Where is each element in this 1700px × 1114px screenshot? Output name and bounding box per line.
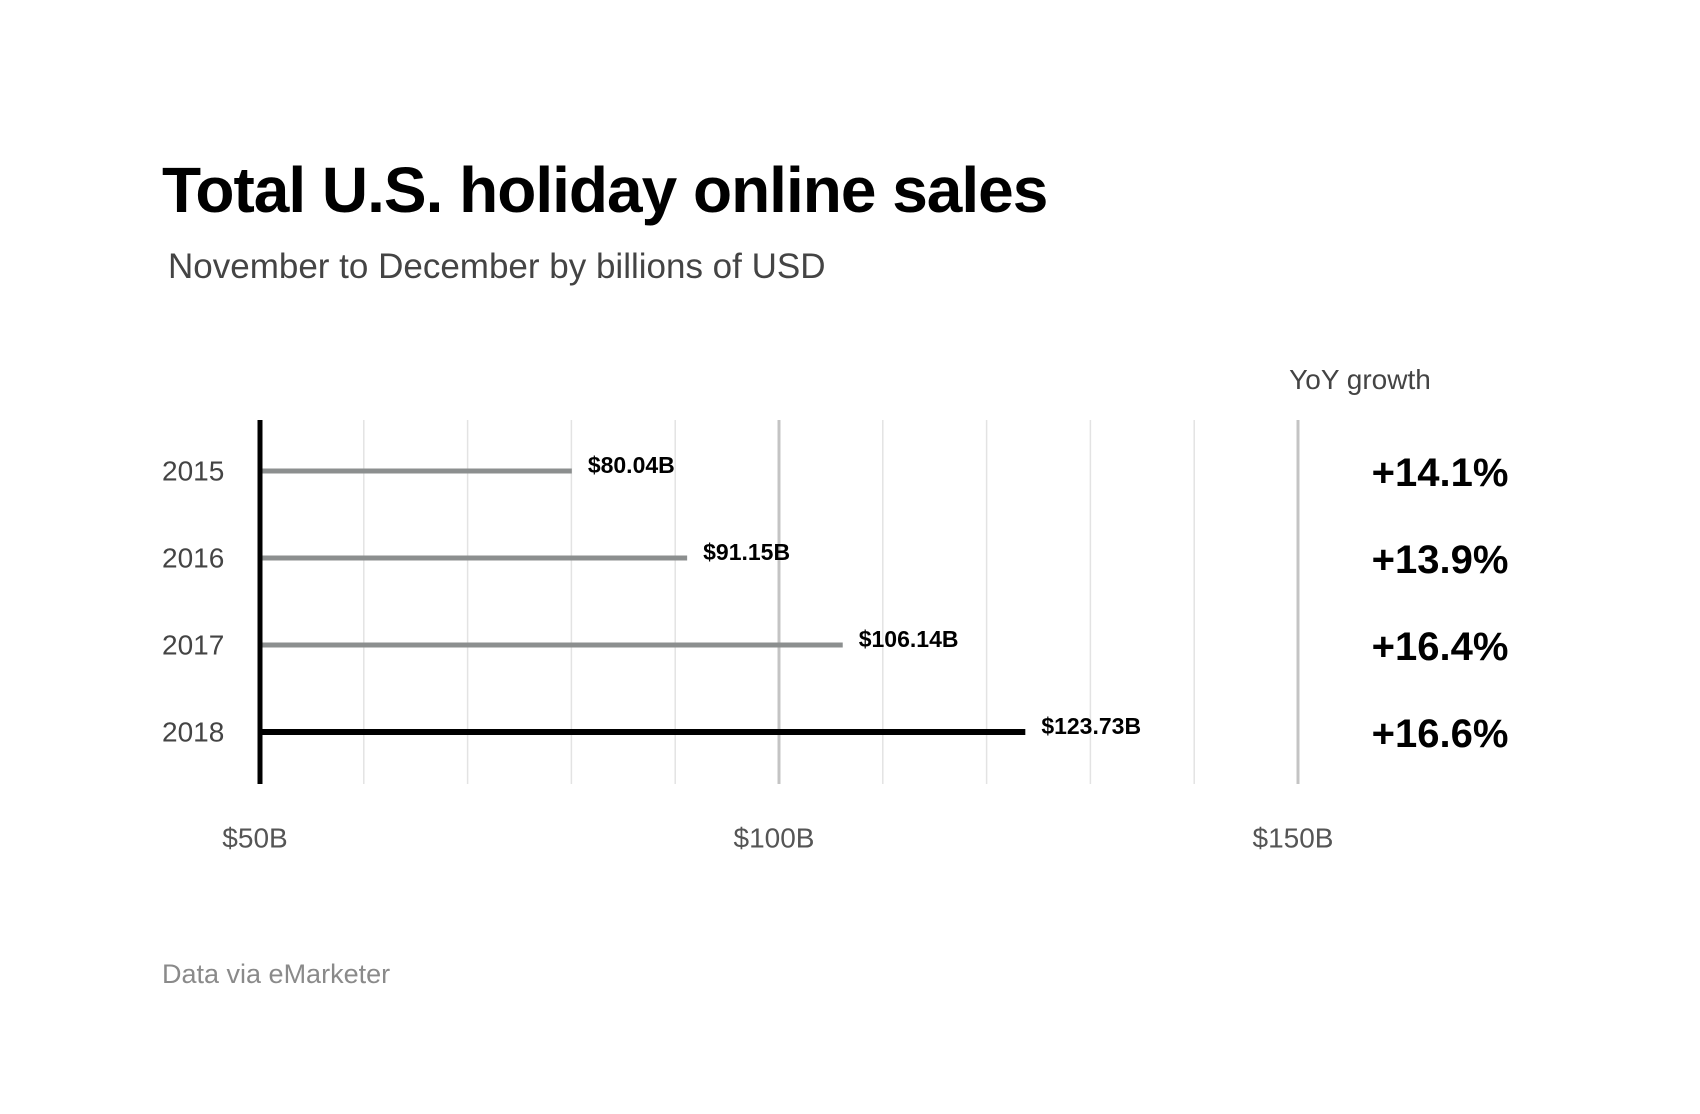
value-label-2016: $91.15B — [703, 539, 790, 565]
value-label-2015: $80.04B — [588, 452, 675, 478]
x-tick-label: $150B — [1253, 823, 1334, 854]
major-gridlines — [777, 420, 1300, 784]
year-label-2015: 2015 — [162, 456, 224, 487]
yoy-growth-2016: +13.9% — [1372, 538, 1509, 582]
bars — [260, 468, 1026, 735]
yoy-growth-header: YoY growth — [1289, 364, 1431, 395]
x-tick-label: $50B — [222, 823, 287, 854]
year-label-2017: 2017 — [162, 630, 224, 661]
yoy-growth-values: +14.1% +13.9% +16.4% +16.6% — [1372, 451, 1509, 756]
year-label-2016: 2016 — [162, 543, 224, 574]
source-note: Data via eMarketer — [162, 959, 391, 989]
value-label-2018: $123.73B — [1041, 713, 1141, 739]
value-label-2017: $106.14B — [859, 626, 959, 652]
x-tick-labels: $50B $100B $150B — [222, 823, 1333, 854]
value-labels: $80.04B $91.15B $106.14B $123.73B — [588, 452, 1141, 739]
year-label-2018: 2018 — [162, 717, 224, 748]
yoy-growth-2015: +14.1% — [1372, 451, 1509, 495]
chart-subtitle: November to December by billions of USD — [168, 247, 826, 286]
year-labels: 2015 2016 2017 2018 — [162, 456, 224, 748]
yoy-growth-2018: +16.6% — [1372, 712, 1509, 756]
minor-gridlines — [363, 420, 1195, 784]
chart-title: Total U.S. holiday online sales — [162, 154, 1048, 226]
yoy-growth-2017: +16.4% — [1372, 625, 1509, 669]
x-tick-label: $100B — [734, 823, 815, 854]
